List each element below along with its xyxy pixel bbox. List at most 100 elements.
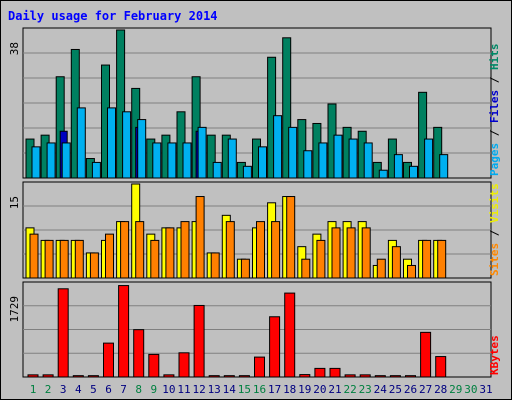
- middle-panel-bar-sites: [105, 233, 114, 279]
- x-axis-label: 6: [105, 383, 112, 396]
- top-panel-ymax-label: 38: [8, 42, 21, 55]
- x-axis-label: 17: [268, 383, 281, 396]
- x-axis-label: 7: [120, 383, 127, 396]
- bottom-panel-legend: KBytes: [488, 335, 501, 375]
- top-panel-legend-part: Pages: [488, 143, 501, 176]
- bottom-panel-bar-kbytes: [103, 342, 114, 378]
- top-panel-bar-pages: [424, 138, 434, 179]
- x-axis-label: 15: [238, 383, 251, 396]
- middle-panel-bar-sites: [150, 239, 160, 279]
- x-axis-label: 5: [90, 383, 97, 396]
- middle-panel-legend-part: /: [488, 223, 501, 243]
- middle-panel-bar-sites: [286, 196, 296, 279]
- top-panel-bar-pages: [46, 142, 56, 179]
- x-axis-label: 24: [374, 383, 388, 396]
- middle-panel-bar-sites: [361, 227, 371, 279]
- x-axis-label: 3: [60, 383, 67, 396]
- top-panel-bar-pages: [61, 142, 71, 179]
- x-axis-label: 2: [45, 383, 52, 396]
- bottom-panel-bar-kbytes: [118, 285, 130, 378]
- bottom-panel-bar-kbytes: [133, 329, 145, 378]
- x-axis-label: 22: [343, 383, 356, 396]
- middle-panel-legend-part: Sites: [488, 243, 501, 276]
- x-axis-label: 18: [283, 383, 296, 396]
- x-axis-label: 29: [449, 383, 462, 396]
- bottom-panel-bar-kbytes: [208, 375, 220, 378]
- middle-panel-bar-sites: [225, 221, 235, 279]
- bottom-panel-bar-kbytes: [359, 374, 371, 378]
- top-panel-bar-pages: [288, 126, 298, 179]
- top-panel-legend: Pages / Files / Hits: [488, 44, 501, 177]
- middle-panel-bar-sites: [44, 239, 54, 279]
- middle-panel-bar-sites: [210, 252, 220, 279]
- top-panel-bar-pages: [227, 138, 237, 179]
- bottom-panel-bar-kbytes: [163, 374, 175, 378]
- top-panel-bar-pages: [122, 111, 132, 179]
- top-panel-legend-part: Files: [488, 90, 501, 123]
- top-panel-bar-pages: [348, 138, 358, 179]
- top-panel-bar-pages: [91, 161, 101, 179]
- bottom-panel-bar-kbytes: [148, 353, 160, 378]
- top-panel-legend-part: Hits: [488, 44, 501, 71]
- middle-panel-bar-sites: [89, 252, 99, 279]
- middle-panel-bar-sites: [407, 264, 416, 279]
- middle-panel-legend: Sites / Visits: [488, 183, 501, 276]
- middle-panel-bar-sites: [120, 221, 130, 279]
- x-axis-label: 30: [464, 383, 477, 396]
- middle-panel-bar-sites: [391, 246, 401, 279]
- x-axis-label: 23: [359, 383, 372, 396]
- bottom-panel-bar-kbytes: [57, 288, 69, 378]
- x-axis-label: 12: [192, 383, 205, 396]
- x-axis-label: 14: [223, 383, 237, 396]
- x-axis-label: 21: [328, 383, 341, 396]
- top-panel-bar-pages: [273, 115, 283, 179]
- top-panel-bar-pages: [76, 107, 86, 179]
- top-panel-bar-pages: [152, 142, 162, 179]
- middle-panel-bar-sites: [316, 239, 326, 279]
- x-axis-label: 16: [253, 383, 266, 396]
- top-panel-bar-pages: [439, 154, 449, 179]
- x-axis-label: 20: [313, 383, 326, 396]
- top-panel-legend-part: /: [488, 123, 501, 143]
- top-panel-bar-hits: [418, 91, 428, 179]
- bottom-panel-bar-kbytes: [299, 374, 311, 378]
- x-axis-label: 11: [177, 383, 190, 396]
- bottom-panel-bar-kbytes: [254, 356, 265, 378]
- bottom-panel-bar-kbytes: [72, 375, 84, 378]
- top-panel-bar-hits: [297, 119, 307, 179]
- bottom-panel-legend-part: KBytes: [488, 335, 501, 375]
- middle-panel-bar-sites: [195, 196, 205, 279]
- middle-panel-bar-sites: [301, 258, 311, 279]
- top-panel-bar-hits: [116, 29, 126, 179]
- x-axis-label: 8: [135, 383, 142, 396]
- top-panel-bar-hits: [433, 126, 443, 179]
- top-panel-legend-part: /: [488, 70, 501, 90]
- bottom-panel-bar-kbytes: [223, 375, 235, 378]
- top-panel-bar-hits: [206, 134, 216, 179]
- bottom-panel-bar-kbytes: [374, 375, 386, 378]
- middle-panel-bar-sites: [346, 227, 356, 279]
- middle-panel-bar-sites: [376, 258, 386, 279]
- x-axis-label: 4: [75, 383, 82, 396]
- top-panel-bar-pages: [409, 165, 418, 179]
- top-panel-bar-pages: [333, 134, 343, 179]
- top-panel-bar-pages: [197, 126, 207, 179]
- middle-panel-legend-part: Visits: [488, 183, 501, 223]
- middle-panel-bar-sites: [59, 239, 69, 279]
- bottom-panel-bar-kbytes: [238, 375, 250, 378]
- bottom-panel-bar-kbytes: [435, 356, 447, 378]
- top-panel-bar-pages: [167, 142, 177, 179]
- top-panel-bar-pages: [303, 150, 313, 179]
- bottom-panel-bar-kbytes: [314, 367, 326, 378]
- middle-panel-bar-sites: [29, 233, 39, 279]
- top-panel-bar-pages: [31, 146, 41, 179]
- x-axis-label: 10: [162, 383, 175, 396]
- x-axis-label: 1: [30, 383, 37, 396]
- bottom-panel-ymax-label: 1729: [8, 296, 21, 323]
- top-panel-bar-pages: [393, 154, 403, 179]
- top-panel-bar-pages: [258, 146, 267, 179]
- top-panel-bar-pages: [378, 169, 388, 179]
- bottom-panel-bar-kbytes: [329, 367, 341, 378]
